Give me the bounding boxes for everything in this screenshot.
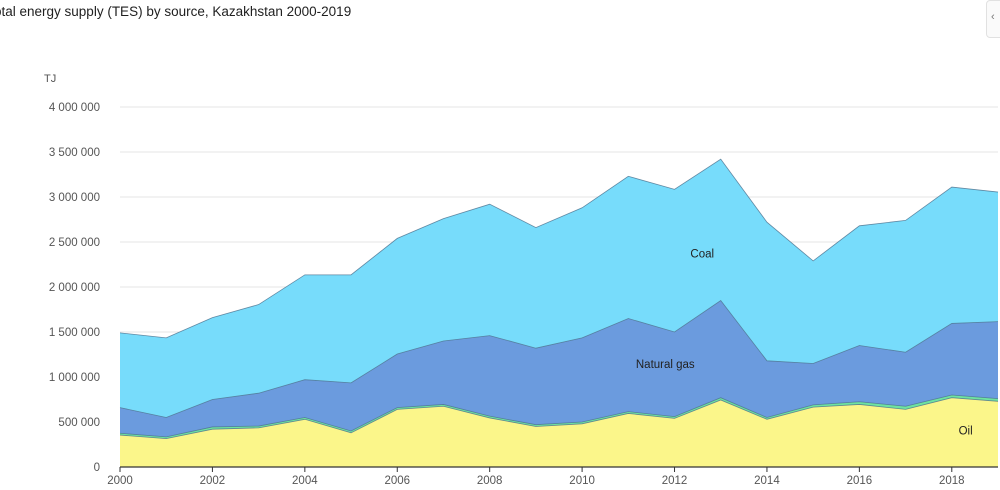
series-line (119, 158, 999, 339)
x-tick-label: 2014 (754, 475, 780, 487)
x-tick-label: 2000 (107, 475, 133, 487)
x-tick-label: 2018 (939, 475, 965, 487)
y-tick-label: 4 000 000 (49, 102, 100, 114)
series-label: Coal (690, 248, 714, 260)
series-label: Oil (959, 426, 973, 438)
x-tick-label: 2012 (662, 475, 688, 487)
series-line (119, 299, 999, 418)
series-lines (119, 158, 999, 440)
y-tick-label: 1 500 000 (49, 327, 100, 339)
y-axis-unit-label: TJ (44, 73, 56, 85)
series-area-oil[interactable] (120, 397, 998, 467)
series-areas (120, 159, 998, 467)
chevron-left-icon: ‹ (991, 11, 995, 23)
chart-menu-button[interactable]: ‹ (986, 0, 1000, 38)
y-tick-label: 2 500 000 (49, 237, 100, 249)
x-tick-label: 2010 (569, 475, 595, 487)
series-area-coal[interactable] (120, 159, 998, 418)
series-label: Natural gas (636, 359, 695, 371)
chart-title: otal energy supply (TES) by source, Kaza… (0, 4, 352, 19)
series-line (119, 397, 999, 440)
series-labels: Coal Natural gas Oil (636, 248, 973, 437)
x-tick-label: 2016 (847, 475, 873, 487)
y-tick-label: 3 000 000 (49, 192, 100, 204)
x-tick-label: 2008 (477, 475, 503, 487)
x-tick-label: 2002 (200, 475, 226, 487)
series-line (119, 394, 999, 438)
series-area-natural-gas[interactable] (120, 300, 998, 437)
x-tick-label: 2006 (384, 475, 410, 487)
y-tick-label: 2 000 000 (49, 282, 100, 294)
y-tick-label: 0 (94, 462, 100, 474)
axes: 0 500 000 1 000 000 1 500 000 2 000 000 2 500… (49, 102, 998, 487)
y-tick-label: 1 000 000 (49, 372, 100, 384)
y-tick-label: 3 500 000 (49, 147, 100, 159)
y-tick-label: 500 000 (58, 417, 100, 429)
x-tick-label: 2004 (292, 475, 318, 487)
